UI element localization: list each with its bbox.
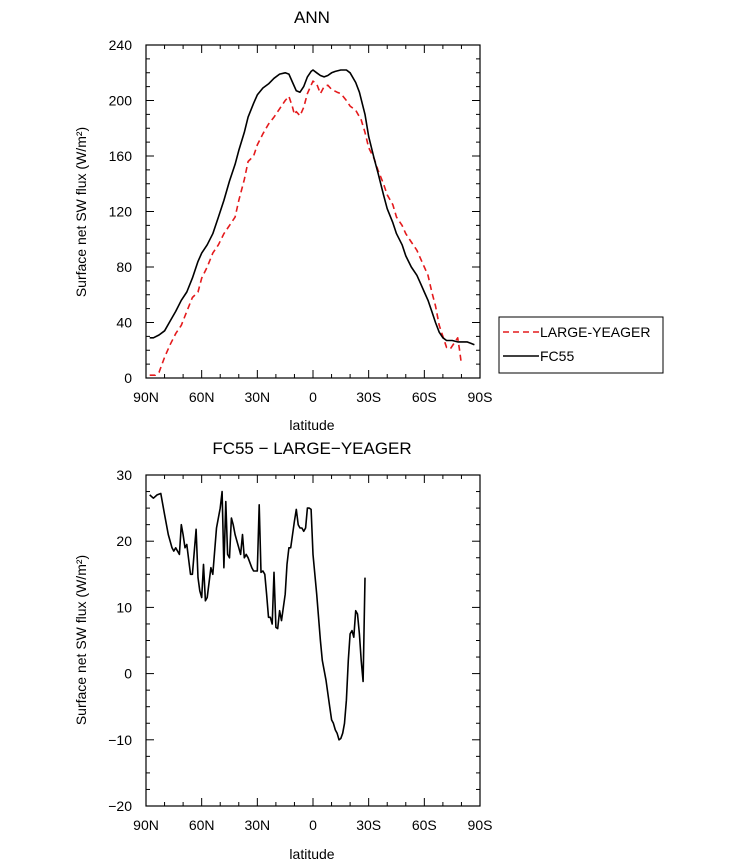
- legend-label-fc55: FC55: [540, 348, 574, 364]
- y-tick-label: 160: [109, 148, 133, 164]
- chart-title: ANN: [294, 8, 330, 27]
- series-layer: [149, 69, 475, 377]
- y-axis-label: Surface net SW flux (W/m²): [73, 555, 89, 725]
- x-tick-label: 30S: [356, 817, 381, 833]
- chart-title: FC55 − LARGE−YEAGER: [212, 439, 411, 458]
- x-tick-label: 90N: [133, 389, 159, 405]
- series-line-large-yeager: [149, 80, 463, 377]
- x-tick-label: 60N: [189, 389, 215, 405]
- x-tick-label: 60N: [189, 817, 215, 833]
- legend-box: [498, 316, 664, 374]
- y-axis-label: Surface net SW flux (W/m²): [73, 127, 89, 297]
- y-tick-label: 10: [116, 599, 132, 615]
- series-layer: [149, 490, 366, 741]
- legend-label-large-yeager: LARGE-YEAGER: [540, 324, 650, 340]
- y-tick-label: 20: [116, 533, 132, 549]
- flux-panel-ann: ANN 90N 60N 30N 0 30S 60S 90S 0 40 80 120 160 200 24…: [73, 8, 492, 433]
- legend: LARGE-YEAGER FC55: [498, 316, 664, 374]
- y-tick-label: 0: [124, 370, 132, 386]
- x-tick-label: 60S: [412, 817, 437, 833]
- y-tick-label: −10: [108, 732, 132, 748]
- series-line-difference: [149, 490, 366, 741]
- y-tick-labels: −20 −10 0 10 20 30: [108, 467, 132, 814]
- y-tick-label: 200: [109, 93, 133, 109]
- x-tick-label: 90S: [468, 817, 493, 833]
- x-tick-label: 30N: [244, 389, 270, 405]
- y-tick-label: −20: [108, 798, 132, 814]
- y-tick-labels: 0 40 80 120 160 200 240: [109, 37, 133, 386]
- x-tick-label: 90S: [468, 389, 493, 405]
- tick-marks: [145, 474, 481, 807]
- y-tick-label: 120: [109, 204, 133, 220]
- difference-panel: FC55 − LARGE−YEAGER 90N 60N 30N 0 30S 60S 90S …: [73, 439, 492, 862]
- y-tick-label: 240: [109, 37, 133, 53]
- x-axis-label: latitude: [289, 846, 334, 862]
- y-tick-label: 40: [116, 315, 132, 331]
- x-tick-labels: 90N 60N 30N 0 30S 60S 90S: [133, 817, 492, 833]
- plot-frame: [145, 44, 481, 379]
- x-tick-label: 0: [309, 817, 317, 833]
- plot-frame: [145, 474, 481, 807]
- x-tick-label: 30S: [356, 389, 381, 405]
- series-line-fc55: [149, 69, 475, 346]
- tick-marks: [145, 44, 481, 379]
- x-axis-label: latitude: [289, 417, 334, 433]
- y-tick-label: 0: [124, 666, 132, 682]
- y-tick-label: 30: [116, 467, 132, 483]
- x-tick-label: 0: [309, 389, 317, 405]
- x-tick-label: 90N: [133, 817, 159, 833]
- x-tick-label: 30N: [244, 817, 270, 833]
- x-tick-label: 60S: [412, 389, 437, 405]
- y-tick-label: 80: [116, 259, 132, 275]
- x-tick-labels: 90N 60N 30N 0 30S 60S 90S: [133, 389, 492, 405]
